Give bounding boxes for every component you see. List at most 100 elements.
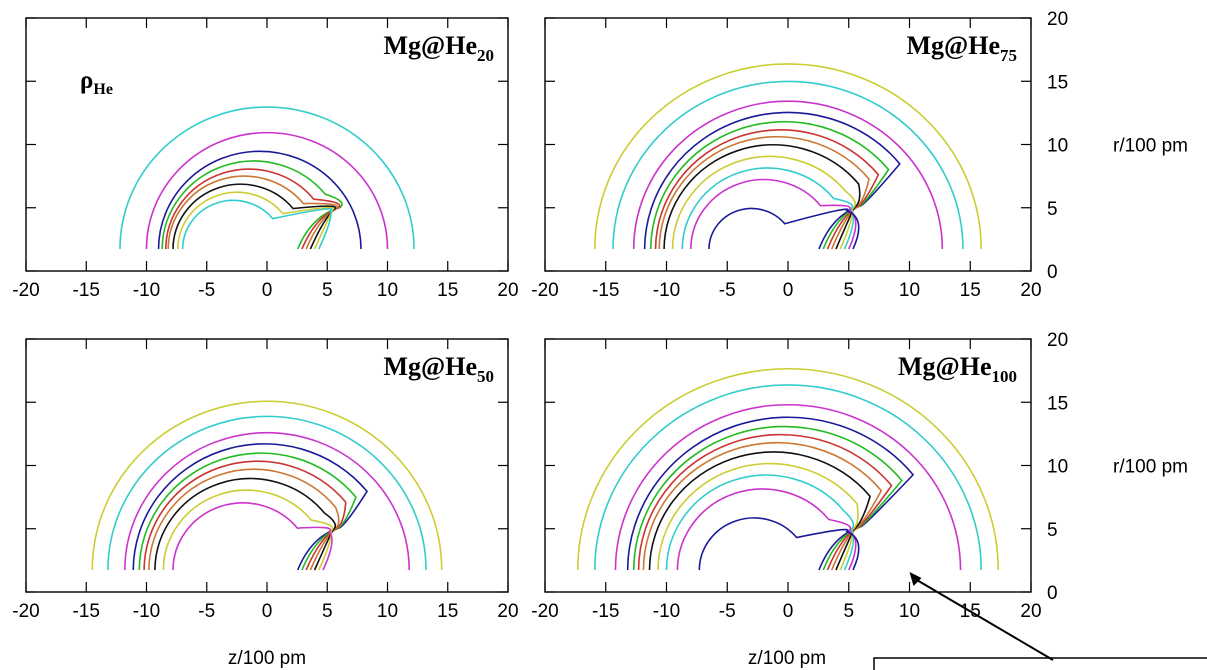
contour-level <box>663 144 861 250</box>
density-label-main: ρ <box>80 67 93 94</box>
x-tick-label: 0 <box>783 280 794 301</box>
x-tick-label: 15 <box>437 280 458 301</box>
x-tick-label: 5 <box>843 280 854 301</box>
x-tick-label: 20 <box>1020 280 1041 301</box>
contour-level <box>167 175 339 250</box>
x-tick-label: -15 <box>592 280 619 301</box>
x-axis-title-right: z/100 pm <box>748 648 826 669</box>
y-tick-label: 0 <box>1047 583 1058 604</box>
contour-level <box>648 451 871 571</box>
x-tick-label: 20 <box>1020 601 1041 622</box>
contour-level <box>161 160 343 250</box>
y-tick-label: 20 <box>1047 330 1068 351</box>
contour-level <box>612 80 964 250</box>
panel-title-main: Mg@He <box>898 352 992 381</box>
panel-title: Mg@He75 <box>907 31 1018 65</box>
x-tick-label: -20 <box>531 280 558 301</box>
x-tick-label: 0 <box>262 280 273 301</box>
contour-level <box>632 100 944 250</box>
x-tick-label: -10 <box>133 280 160 301</box>
x-tick-label: 10 <box>377 601 398 622</box>
contour-level <box>658 135 870 250</box>
x-tick-label: -5 <box>719 601 736 622</box>
y-tick-label: 15 <box>1047 393 1068 414</box>
x-tick-label: -5 <box>198 601 215 622</box>
contour-group <box>91 400 443 571</box>
panel-title: Mg@He50 <box>384 352 495 386</box>
x-tick-label: 15 <box>437 601 458 622</box>
y-axis-title: r/100 pm <box>1113 136 1188 157</box>
contour-level <box>577 367 999 571</box>
contour-group <box>594 63 982 250</box>
y-tick-label: 5 <box>1047 520 1058 541</box>
panel-title-subscript: 75 <box>1000 46 1017 65</box>
x-tick-label: 5 <box>322 280 333 301</box>
panel-title-subscript: 20 <box>477 46 494 65</box>
x-tick-label: -15 <box>73 601 100 622</box>
y-tick-label: 10 <box>1047 136 1068 157</box>
x-tick-label: -5 <box>198 280 215 301</box>
density-label-subscript: He <box>93 81 113 98</box>
contour-level <box>107 415 427 571</box>
panel-bottom-left: -20 -15 -10 -5 0 5 10 15 20 Mg@He50 <box>12 338 519 622</box>
panel-title-main: Mg@He <box>384 31 478 60</box>
contour-level <box>671 155 856 250</box>
contour-level <box>632 425 903 571</box>
x-tick-label: 0 <box>262 601 273 622</box>
x-tick-label: 5 <box>322 601 333 622</box>
density-label: ρHe <box>80 67 113 98</box>
x-tick-label: -20 <box>531 601 558 622</box>
x-axis-title-left: z/100 pm <box>228 648 306 669</box>
y-tick-label: 10 <box>1047 457 1068 478</box>
x-tick-label: -10 <box>133 601 160 622</box>
contour-level <box>594 63 982 250</box>
contour-level <box>181 199 333 250</box>
overlay-layer <box>873 571 1207 670</box>
contour-level <box>698 517 860 571</box>
x-tick-label: -15 <box>592 601 619 622</box>
contour-level <box>594 384 982 571</box>
contour-level <box>657 462 859 571</box>
contour-level <box>119 106 415 250</box>
y-tick-label: 15 <box>1047 72 1068 93</box>
contour-level <box>681 167 855 250</box>
y-tick-label: 5 <box>1047 199 1058 220</box>
contour-level <box>676 488 857 571</box>
contour-level <box>132 443 369 571</box>
contour-level <box>614 403 962 571</box>
x-tick-label: 15 <box>960 280 981 301</box>
x-tick-label: 20 <box>497 601 518 622</box>
contour-level <box>145 131 389 250</box>
x-tick-label: 10 <box>899 601 920 622</box>
contour-level <box>665 474 855 571</box>
y-axis-title: r/100 pm <box>1113 457 1188 478</box>
x-tick-label: 10 <box>899 280 920 301</box>
x-tick-label: 10 <box>377 280 398 301</box>
contour-level <box>172 502 333 571</box>
annotation-arrowhead <box>909 571 922 586</box>
x-tick-label: 20 <box>497 280 518 301</box>
contour-level <box>157 150 362 250</box>
x-tick-label: -10 <box>653 601 680 622</box>
y-tick-label: 20 <box>1047 9 1068 30</box>
x-tick-label: -20 <box>12 280 39 301</box>
contour-level <box>154 477 337 571</box>
panel-title: Mg@He20 <box>384 31 495 65</box>
panel-title-main: Mg@He <box>907 31 1001 60</box>
panel-title-subscript: 100 <box>992 367 1018 386</box>
panel-title-main: Mg@He <box>384 352 478 381</box>
x-tick-label: 5 <box>843 601 854 622</box>
contour-level <box>124 431 410 571</box>
panel-top-right: -20 -15 -10 -5 0 5 10 15 20 0 5 10 15 20 r/100 pm Mg@He… <box>531 9 1188 301</box>
panel-title: Mg@He100 <box>898 352 1017 386</box>
y-tick-label: 0 <box>1047 262 1058 283</box>
contour-group <box>119 106 415 250</box>
annotation-arrow <box>912 577 1054 661</box>
annotation-box <box>873 657 1207 670</box>
x-tick-label: -5 <box>719 280 736 301</box>
x-tick-label: 0 <box>783 601 794 622</box>
